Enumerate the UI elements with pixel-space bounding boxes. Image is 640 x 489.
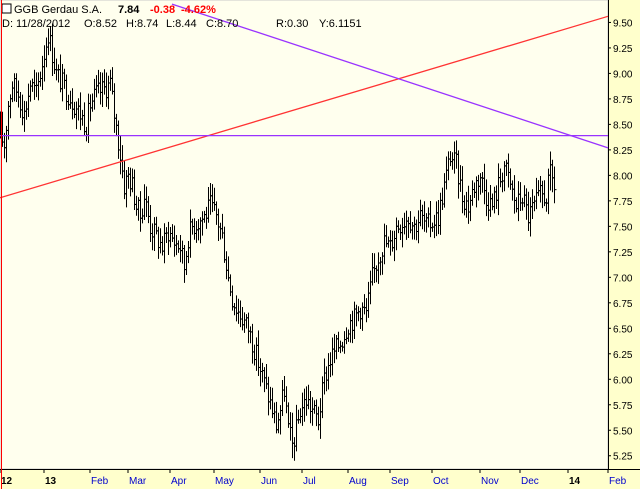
chart-header: GGB Gerdau S.A. 7.84 -0.38 -4.62% D: 11/… xyxy=(1,3,362,30)
header-open: O:8.52 xyxy=(84,18,117,30)
price-tick-label: 5.50 xyxy=(613,426,633,437)
price-tick-label: 7.00 xyxy=(613,273,633,284)
price-tick-label: 9.25 xyxy=(613,44,633,55)
price-axis[interactable] xyxy=(608,0,640,469)
trend-line-red[interactable] xyxy=(0,15,609,199)
header-date: D: 11/28/2012 xyxy=(2,18,70,30)
price-tick-label: 6.00 xyxy=(613,375,633,386)
price-bars xyxy=(0,23,557,461)
price-tick-label: 8.25 xyxy=(613,146,633,157)
header-close: C:8.70 xyxy=(206,18,238,30)
price-tick-label: 9.00 xyxy=(613,69,633,80)
price-tick-label: 8.50 xyxy=(613,120,633,131)
header-r: R:0.30 xyxy=(276,18,308,30)
time-tick-label: Jun xyxy=(261,476,277,487)
price-tick-label: 8.75 xyxy=(613,95,633,106)
price-tick-label: 5.25 xyxy=(613,452,633,463)
price-tick-label: 9.50 xyxy=(613,18,633,29)
time-axis[interactable] xyxy=(0,469,640,489)
time-tick-label: Sep xyxy=(391,476,409,487)
price-tick-label: 8.00 xyxy=(613,171,633,182)
header-square-icon xyxy=(1,3,12,14)
price-tick-labels: 5.25 5.50 5.75 6.00 6.25 6.50 6.75 7.00 7.25 7.50… xyxy=(608,18,633,463)
time-tick-label: Feb xyxy=(91,476,109,487)
price-bar xyxy=(552,166,557,204)
header-last: 7.84 xyxy=(118,4,140,16)
header-y: Y:6.1151 xyxy=(319,18,362,30)
price-tick-label: 6.75 xyxy=(613,299,633,310)
time-tick-label: Jul xyxy=(303,476,316,487)
time-tick-label: Apr xyxy=(171,476,187,487)
time-tick-label: 12 xyxy=(1,476,13,487)
time-tick-label: 14 xyxy=(569,476,581,487)
time-tick-label: 13 xyxy=(45,476,57,487)
time-tick-label: Mar xyxy=(129,476,147,487)
time-tick-label: Dec xyxy=(521,476,539,487)
trend-lines xyxy=(0,3,609,199)
time-tick-label: Aug xyxy=(349,476,367,487)
header-change: -0.38 xyxy=(150,4,175,16)
price-tick-label: 5.75 xyxy=(613,401,633,412)
price-tick-label: 7.75 xyxy=(613,197,633,208)
time-tick-label: Feb xyxy=(609,476,627,487)
trend-line-purple-diagonal[interactable] xyxy=(171,3,609,149)
header-change-pct: -4.62% xyxy=(181,4,216,16)
price-tick-label: 6.25 xyxy=(613,350,633,361)
header-low: L:8.44 xyxy=(166,18,197,30)
header-high: H:8.74 xyxy=(126,18,158,30)
header-symbol: GGB Gerdau S.A. xyxy=(14,4,102,16)
time-tick-label: May xyxy=(215,476,234,487)
time-tick-labels: 12 13 Feb Mar Apr May Jun Jul Aug Sep Oct Nov Dec 14 F… xyxy=(0,469,627,487)
time-tick-label: Oct xyxy=(433,476,449,487)
price-tick-label: 6.50 xyxy=(613,324,633,335)
price-tick-label: 7.25 xyxy=(613,248,633,259)
time-tick-label: Nov xyxy=(481,476,499,487)
price-tick-label: 7.50 xyxy=(613,222,633,233)
